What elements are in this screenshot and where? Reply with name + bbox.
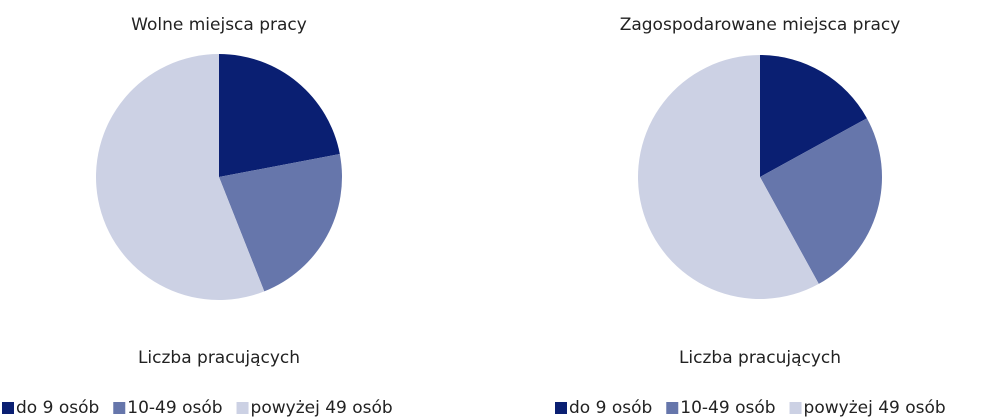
legend-marker	[555, 402, 567, 414]
pie-slice	[637, 55, 819, 299]
legend-label: powyżej 49 osób	[251, 398, 393, 418]
legend-label: do 9 osób	[569, 398, 652, 418]
pie-slice	[760, 55, 867, 177]
legend-marker	[789, 402, 802, 414]
legend-marker	[113, 402, 126, 414]
legend-marker	[666, 402, 679, 414]
chart-title: Zagospodarowane miejsca pracy	[620, 15, 901, 35]
pie-slice	[96, 54, 265, 300]
pie-slice	[760, 118, 882, 284]
legend-label: do 9 osób	[16, 398, 99, 418]
legend-label: 10-49 osób	[127, 398, 222, 418]
legend-label: powyżej 49 osób	[804, 398, 946, 418]
legend-marker	[236, 402, 249, 414]
legend-title: Liczba pracujących	[679, 348, 841, 368]
pie-slice	[219, 153, 342, 292]
legend-title: Liczba pracujących	[138, 348, 300, 368]
legend-marker	[2, 402, 14, 414]
legend-label: 10-49 osób	[680, 398, 775, 418]
chart-title: Wolne miejsca pracy	[131, 15, 307, 35]
pie-slice	[219, 54, 340, 177]
